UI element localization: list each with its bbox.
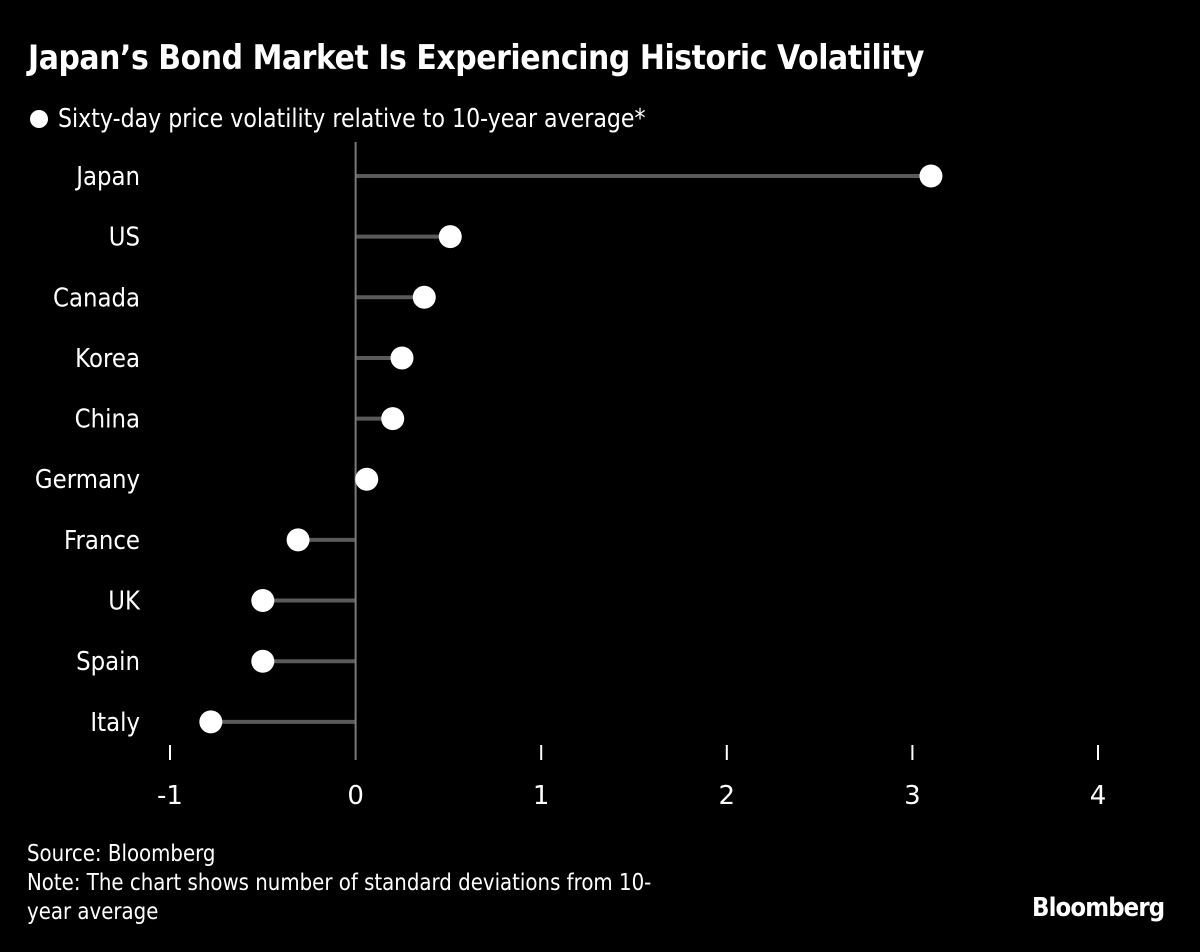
category-label-spain: Spain — [76, 646, 140, 677]
legend-label: Sixty-day price volatility relative to 1… — [58, 104, 646, 134]
data-point-italy — [199, 710, 223, 734]
note-line-1: Note: The chart shows number of standard… — [27, 870, 652, 896]
x-tick-label-3: 2 — [719, 781, 736, 811]
x-tick-label-5: 4 — [1090, 781, 1107, 811]
data-point-us — [438, 225, 462, 249]
category-label-canada: Canada — [53, 282, 140, 313]
data-point-uk — [251, 589, 275, 613]
data-point-china — [381, 407, 405, 431]
x-tick-label-1: 0 — [347, 781, 364, 811]
data-point-france — [286, 528, 310, 552]
x-tick-label-2: 1 — [533, 781, 550, 811]
data-point-spain — [251, 649, 275, 673]
source-note: Source: Bloomberg — [27, 841, 216, 867]
footer: Source: Bloomberg Note: The chart shows … — [27, 840, 651, 927]
category-label-china: China — [75, 403, 140, 434]
data-point-canada — [412, 285, 436, 309]
x-tick-label-4: 3 — [904, 781, 921, 811]
category-label-uk: UK — [108, 585, 141, 616]
category-label-italy: Italy — [90, 706, 140, 737]
x-tick-label-0: -1 — [157, 781, 183, 811]
chart-title: Japan’s Bond Market Is Experiencing Hist… — [28, 38, 925, 78]
category-label-germany: Germany — [35, 464, 140, 495]
note-line-2: year average — [27, 899, 159, 925]
data-point-germany — [355, 467, 379, 491]
category-label-france: France — [64, 524, 140, 555]
bloomberg-logo: Bloomberg — [1031, 893, 1165, 923]
legend-marker-icon — [30, 110, 48, 128]
category-label-us: US — [109, 221, 140, 252]
legend: Sixty-day price volatility relative to 1… — [30, 104, 749, 134]
category-label-japan: Japan — [74, 161, 140, 192]
category-label-korea: Korea — [75, 343, 140, 374]
data-point-japan — [919, 164, 943, 188]
data-point-korea — [390, 346, 414, 370]
